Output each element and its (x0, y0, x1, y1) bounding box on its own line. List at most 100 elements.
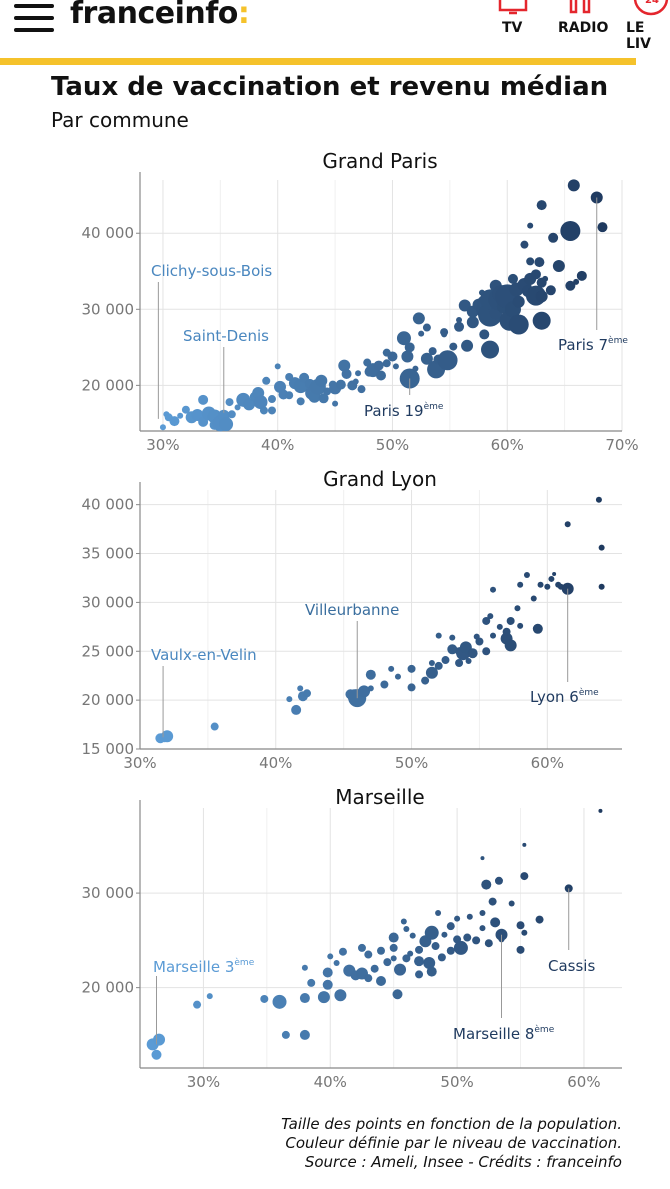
data-point (426, 966, 437, 977)
data-point (552, 572, 557, 577)
data-point (407, 683, 416, 692)
data-point (514, 605, 521, 612)
data-point (534, 257, 545, 268)
data-point (327, 953, 334, 960)
data-point (210, 722, 219, 731)
data-point (421, 676, 430, 685)
data-point (506, 616, 515, 625)
nav-radio-label: RADIO (558, 20, 609, 36)
data-point (370, 964, 379, 973)
data-point (479, 329, 490, 340)
data-point (281, 1030, 290, 1039)
live-badge: 24 (645, 0, 659, 6)
menu-icon[interactable] (14, 2, 54, 34)
nav-tv-label: TV (502, 20, 523, 36)
x-tick-label: 50% (440, 1073, 473, 1091)
data-point (532, 311, 551, 330)
data-point (449, 634, 456, 641)
live-24-icon: 24 (633, 0, 669, 16)
x-tick-label: 40% (259, 754, 292, 772)
data-point (490, 586, 497, 593)
chart-title: Marseille (335, 785, 424, 809)
data-point (456, 316, 463, 323)
data-point (454, 321, 465, 332)
chart-grand-paris: Grand Paris 30% 40% 50% 60% 70% 20 000 30 000 40… (82, 149, 639, 454)
data-point (341, 368, 352, 379)
data-point (548, 575, 555, 582)
annotation-label: Marseille 8ème (453, 1024, 555, 1043)
data-point (598, 583, 605, 590)
annotation-label: Villeurbanne (305, 601, 399, 619)
data-point (151, 1049, 162, 1060)
data-point (455, 658, 464, 667)
header-accent-bar (0, 58, 636, 65)
data-point (253, 395, 268, 410)
data-point (479, 909, 486, 916)
data-point (414, 956, 425, 967)
data-point (364, 950, 373, 959)
data-point (496, 623, 503, 630)
data-point (396, 331, 411, 346)
data-point (502, 627, 511, 636)
data-point (420, 352, 433, 365)
data-point (267, 395, 276, 404)
data-point (576, 270, 587, 281)
data-point (299, 993, 310, 1004)
data-point (481, 340, 500, 359)
data-point (404, 342, 415, 353)
y-tick-label: 25 000 (82, 642, 135, 660)
tv-icon (498, 0, 528, 15)
data-point (597, 222, 608, 233)
data-point (159, 424, 166, 431)
data-point (535, 290, 548, 303)
annotation-label: Clichy-sous-Bois (151, 262, 272, 280)
data-point (490, 917, 501, 928)
nav-live[interactable]: LE LIV (626, 20, 670, 52)
data-point (383, 958, 392, 967)
data-point (181, 405, 190, 414)
site-logo[interactable]: franceinfo: (70, 0, 250, 31)
data-point (567, 179, 580, 192)
data-point (520, 240, 529, 249)
x-tick-label: 30% (187, 1073, 220, 1091)
data-point (407, 664, 416, 673)
nav-radio[interactable]: RADIO (558, 20, 608, 36)
data-point (376, 370, 386, 381)
data-point (598, 544, 605, 551)
data-point (466, 913, 473, 920)
data-point (565, 280, 576, 291)
y-tick-label: 20 000 (82, 691, 135, 709)
data-point (301, 964, 308, 971)
data-point (357, 943, 366, 952)
nav-tv[interactable]: TV (502, 20, 522, 36)
data-point (536, 200, 547, 211)
data-point (453, 940, 468, 955)
data-point (243, 398, 256, 411)
footer-line-color: Couleur définie par le niveau de vaccina… (285, 1134, 622, 1152)
data-point (198, 394, 209, 405)
data-point (286, 696, 293, 703)
data-point (389, 943, 398, 952)
data-point (434, 661, 443, 670)
data-point (520, 872, 529, 881)
data-point (297, 685, 304, 692)
data-point (332, 400, 339, 407)
data-point (333, 960, 340, 967)
annotation-label: Paris 19ème (364, 401, 444, 420)
data-point (260, 994, 269, 1003)
chart-title: Grand Paris (322, 149, 437, 173)
data-point (428, 347, 437, 356)
y-tick-label: 40 000 (82, 496, 135, 514)
data-point (435, 909, 442, 916)
data-point (394, 963, 407, 976)
data-point (481, 879, 492, 890)
data-point (467, 648, 478, 659)
data-point (392, 363, 399, 370)
data-point (508, 314, 529, 335)
x-tick-label: 50% (376, 436, 409, 454)
data-point (390, 955, 397, 962)
data-point (573, 278, 580, 285)
data-point (465, 658, 472, 665)
data-point (407, 950, 414, 957)
data-point (480, 856, 485, 861)
